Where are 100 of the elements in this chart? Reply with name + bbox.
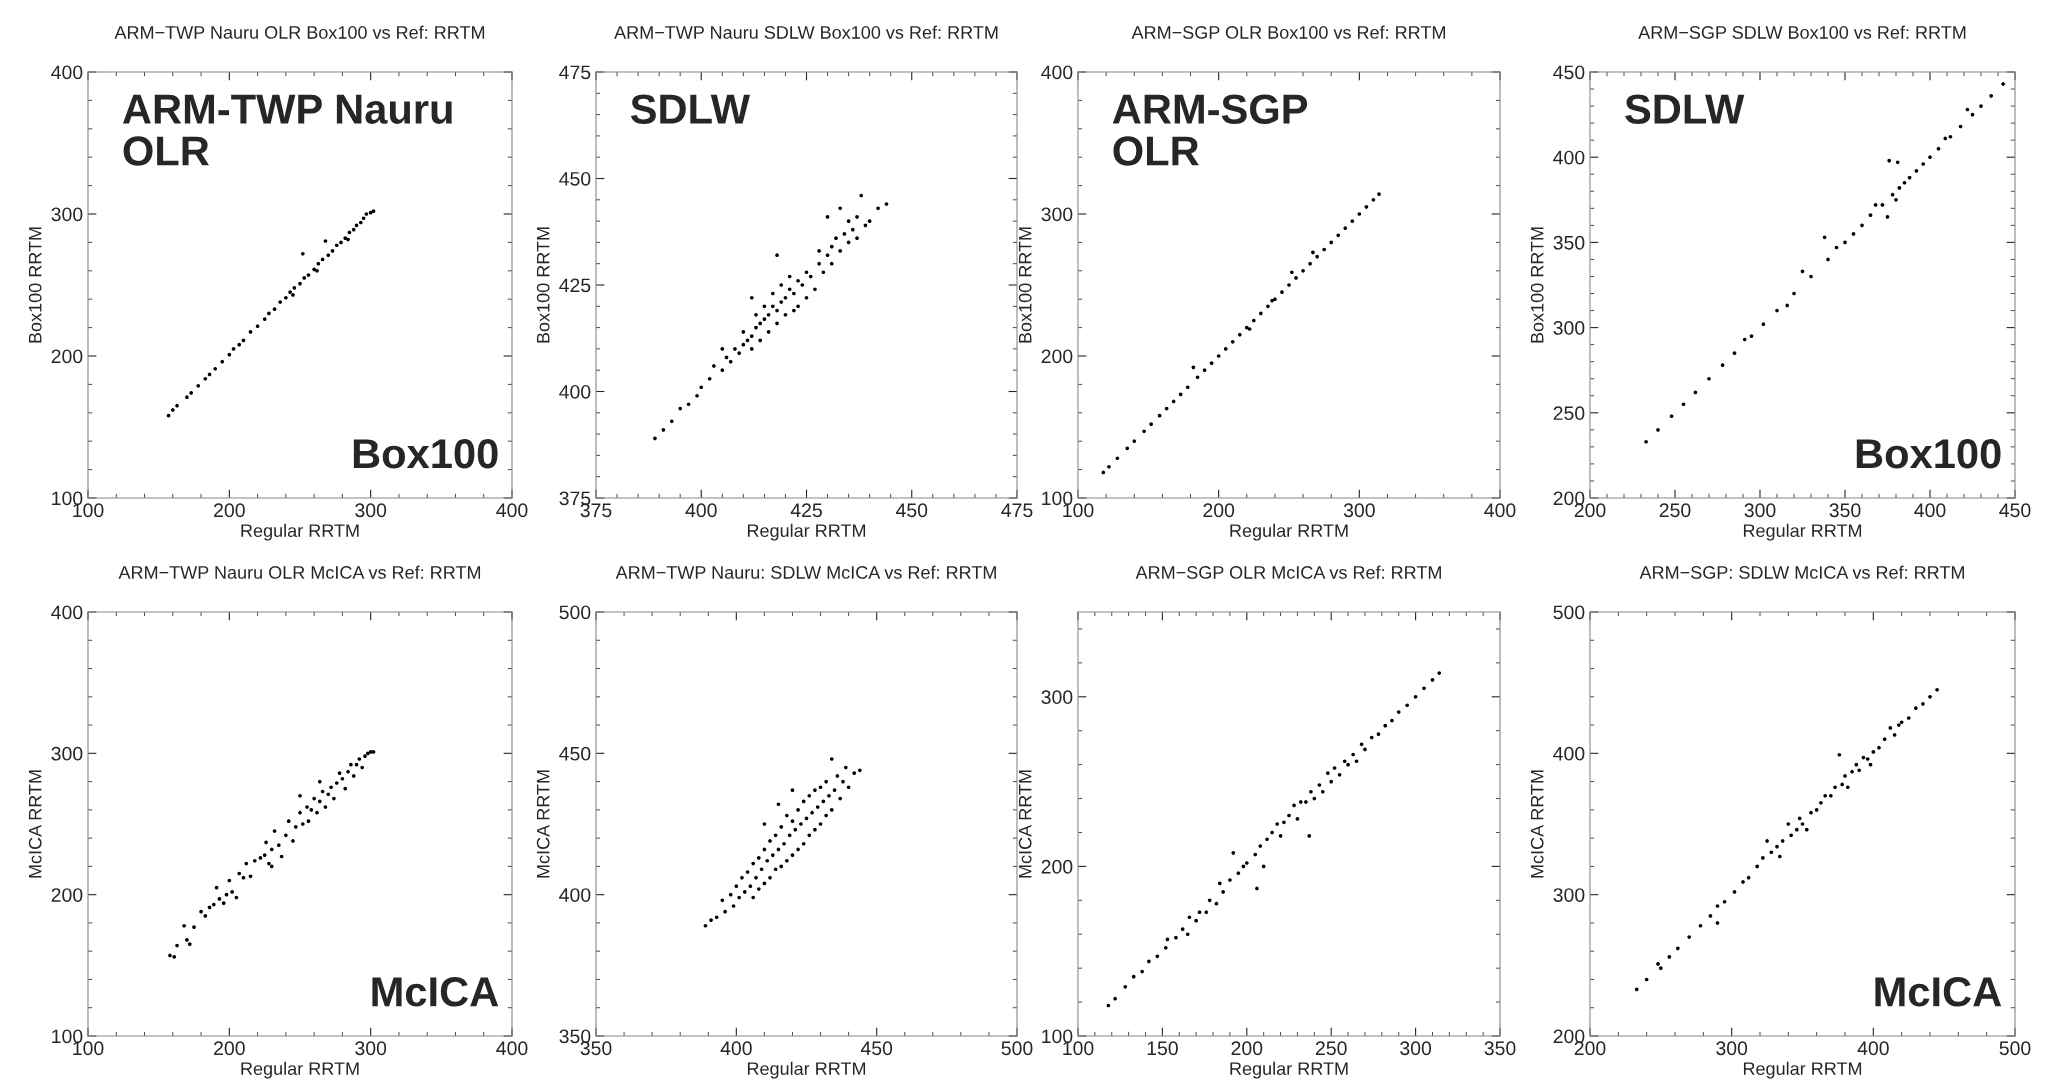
point: [1125, 446, 1130, 451]
point: [339, 240, 343, 245]
x-tick-label: 200: [1231, 1041, 1263, 1056]
point: [1775, 844, 1779, 849]
chart-title: ARM−TWP Nauru: SDLW McICA vs Ref: RRTM: [615, 565, 996, 579]
point: [300, 251, 305, 256]
x-axis-title: Regular RRTM: [241, 1061, 359, 1079]
point: [1364, 205, 1369, 209]
point: [1897, 186, 1902, 190]
y-tick-label: 200: [51, 888, 83, 902]
point: [1887, 158, 1892, 163]
annotation: ARM-SGP OLR: [1112, 94, 1308, 166]
x-tick-label: 450: [860, 1041, 893, 1056]
point: [189, 391, 194, 395]
point: [278, 300, 283, 304]
point: [1294, 276, 1298, 280]
point: [1792, 291, 1796, 296]
point: [1837, 752, 1842, 757]
y-tick-label: 400: [1553, 746, 1585, 761]
y-tick-label: 300: [1553, 321, 1585, 335]
y-tick-label: 200: [1041, 859, 1073, 874]
point: [1897, 723, 1901, 727]
point: [298, 281, 302, 286]
x-axis-title: Regular RRTM: [747, 523, 866, 541]
chart-title: ARM−TWP Nauru OLR McICA vs Ref: RRTM: [118, 565, 481, 579]
point: [1989, 94, 1994, 98]
x-tick-label: 400: [1914, 503, 1946, 518]
point: [1894, 197, 1898, 202]
x-tick-label: 400: [685, 503, 717, 518]
x-tick-label: 150: [1147, 1041, 1178, 1056]
point: [1132, 439, 1137, 444]
x-tick-label: 350: [1829, 503, 1861, 518]
x-tick-label: 400: [496, 503, 528, 518]
point: [262, 317, 267, 321]
point: [1819, 800, 1823, 805]
x-tick-label: 450: [1999, 503, 2031, 518]
chart-title: ARM−SGP OLR McICA vs Ref: RRTM: [1135, 565, 1441, 579]
chart-title: ARM−TWP Nauru SDLW Box100 vs Ref: RRTM: [614, 25, 998, 39]
point: [292, 286, 297, 290]
point: [196, 383, 201, 388]
x-tick-label: 475: [1001, 503, 1033, 518]
point: [203, 376, 208, 381]
y-tick-label: 475: [559, 65, 591, 80]
y-tick-label: 300: [1553, 888, 1585, 902]
point: [1315, 254, 1319, 259]
point: [351, 227, 356, 232]
point: [1244, 325, 1249, 330]
y-axis-title: Box100 RRTM: [1018, 227, 1032, 343]
annotation: Box100: [1856, 438, 2001, 469]
point: [267, 311, 271, 316]
point: [330, 249, 335, 253]
point: [1707, 376, 1711, 381]
point: [1761, 322, 1766, 327]
y-tick-label: 350: [1553, 235, 1585, 250]
x-tick-label: 200: [214, 503, 245, 518]
x-tick-label: 400: [1857, 1041, 1889, 1056]
x-axis-title: Regular RRTM: [1230, 523, 1348, 541]
point: [1755, 864, 1759, 869]
point: [1698, 923, 1703, 928]
point: [1350, 219, 1355, 223]
x-axis-title: Regular RRTM: [1743, 523, 1862, 541]
point: [1667, 955, 1672, 959]
point: [323, 239, 328, 243]
x-tick-label: 450: [895, 503, 928, 518]
point: [302, 276, 307, 280]
x-tick-label: 300: [355, 503, 387, 518]
point: [1823, 793, 1827, 798]
point: [1785, 303, 1790, 308]
point: [255, 324, 260, 329]
point: [175, 403, 179, 408]
point: [1732, 351, 1737, 355]
point: [1822, 235, 1827, 240]
point: [361, 216, 366, 221]
point: [364, 212, 369, 216]
x-tick-label: 500: [1999, 1041, 2031, 1056]
point: [1880, 203, 1885, 207]
point: [1833, 785, 1837, 790]
annotation: ARM-TWP Nauru OLR: [122, 94, 452, 166]
point: [1780, 839, 1785, 843]
point: [1289, 270, 1294, 275]
y-tick-label: 400: [559, 384, 591, 399]
point: [1871, 750, 1876, 754]
point: [1804, 827, 1809, 832]
point: [1902, 180, 1907, 185]
point: [1656, 962, 1660, 966]
point: [1656, 428, 1660, 432]
point: [1715, 904, 1720, 908]
point: [1943, 136, 1948, 141]
x-tick-label: 400: [720, 1041, 752, 1056]
point: [1742, 337, 1747, 342]
x-tick-label: 300: [1744, 503, 1776, 518]
x-axis-title: Regular RRTM: [747, 1061, 866, 1079]
x-tick-label: 400: [496, 1041, 528, 1056]
point: [1681, 402, 1686, 407]
point: [1865, 757, 1870, 761]
point: [1715, 921, 1720, 925]
y-tick-label: 300: [51, 746, 83, 761]
x-tick-label: 200: [1203, 503, 1235, 518]
point: [1741, 880, 1745, 884]
point: [1336, 233, 1341, 238]
